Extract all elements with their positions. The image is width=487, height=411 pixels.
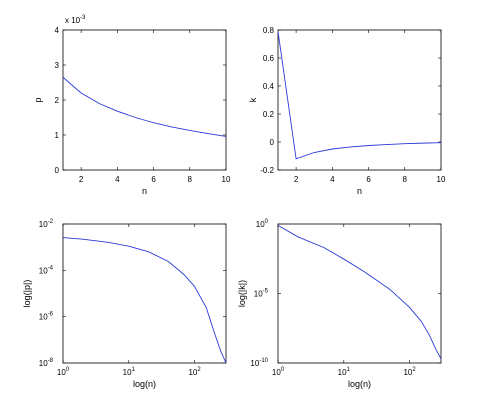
chart-1-y-axis-label: p <box>33 97 43 102</box>
chart-3-x-axis-label: log(n) <box>133 379 156 389</box>
chart-1-y-tick-label: 4 <box>55 26 60 35</box>
chart-2-y-tick-label: 0.2 <box>263 110 275 119</box>
chart-2-x-axis-label: n <box>357 186 362 196</box>
chart-2-plot-area <box>277 29 442 171</box>
chart-4-x-tick-label: 100 <box>272 367 285 377</box>
chart-2-x-tick-label: 2 <box>294 175 299 184</box>
chart-3: 100 101 102 10-8 10-6 10-4 10-2 log(n) log(|p|) <box>22 219 227 389</box>
chart-3-y-tick-label: 10-2 <box>39 219 54 229</box>
chart-1-x-tick-label: 8 <box>188 175 193 184</box>
chart-3-y-tick-label: 10-6 <box>39 312 54 322</box>
chart-1: 2 4 6 8 10 0 1 2 3 4 x 10-3 n p <box>33 15 231 196</box>
chart-4-x-tick-label: 102 <box>403 367 416 377</box>
chart-4-y-tick-label: 10-10 <box>250 358 268 368</box>
chart-1-x-tick-label: 10 <box>222 175 231 184</box>
chart-2-x-tick-label: 4 <box>330 175 335 184</box>
chart-4-y-tick-label: 100 <box>256 219 269 229</box>
chart-4-series-line-1 <box>277 225 442 360</box>
chart-1-y-tick-label: 0 <box>55 166 60 175</box>
chart-4: 100 101 102 10-10 10-5 100 log(n) log(|k|) <box>237 219 442 389</box>
chart-3-x-tick-label: 102 <box>188 367 201 377</box>
chart-2: 2 4 6 8 10 -0.2 0 0.2 0.4 0.6 0.8 n k <box>248 26 446 196</box>
chart-4-y-tick-label: 10-5 <box>254 289 269 299</box>
chart-1-y-exponent: x 10-3 <box>65 15 86 25</box>
chart-2-y-tick-label: 0.6 <box>263 54 275 63</box>
chart-2-y-axis-label: k <box>248 97 258 102</box>
chart-2-series-line-1 <box>277 31 442 160</box>
chart-4-plot-area <box>277 223 442 364</box>
chart-4-x-axis-label: log(n) <box>348 379 371 389</box>
chart-3-x-tick-label: 100 <box>57 367 70 377</box>
chart-2-y-tick-label: 0 <box>270 138 275 147</box>
chart-1-y-tick-label: 3 <box>55 61 60 70</box>
chart-1-x-tick-label: 6 <box>151 175 156 184</box>
chart-1-x-tick-label: 2 <box>79 175 84 184</box>
chart-3-y-tick-label: 10-8 <box>39 358 54 368</box>
chart-2-y-tick-label: -0.2 <box>260 166 274 175</box>
chart-3-x-tick-label: 101 <box>123 367 136 377</box>
chart-1-series-line-1 <box>62 76 227 137</box>
chart-4-y-axis-label: log(|k|) <box>237 280 247 307</box>
chart-3-series-line-1 <box>62 237 227 364</box>
chart-3-y-axis-label: log(|p|) <box>22 280 32 308</box>
chart-2-x-tick-label: 10 <box>437 175 446 184</box>
chart-1-y-tick-label: 2 <box>55 96 60 105</box>
chart-2-x-tick-label: 8 <box>403 175 408 184</box>
chart-1-x-tick-label: 4 <box>115 175 120 184</box>
chart-1-plot-area <box>62 29 227 171</box>
chart-1-y-tick-label: 1 <box>55 131 60 140</box>
chart-1-x-axis-label: n <box>142 186 147 196</box>
chart-3-plot-area <box>62 223 227 364</box>
chart-2-y-tick-label: 0.4 <box>263 82 275 91</box>
chart-2-y-tick-label: 0.8 <box>263 26 275 35</box>
chart-3-y-tick-label: 10-4 <box>39 265 54 275</box>
chart-2-x-tick-label: 6 <box>366 175 371 184</box>
chart-4-x-tick-label: 101 <box>338 367 351 377</box>
